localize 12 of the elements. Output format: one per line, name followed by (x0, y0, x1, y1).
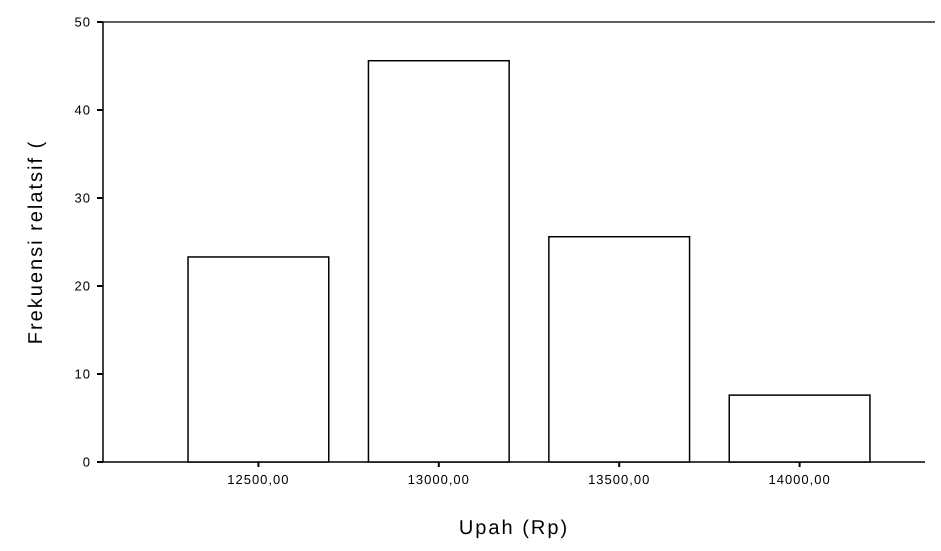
x-tick-label: 12500,00 (227, 472, 290, 487)
y-tick-label: 50 (74, 14, 91, 30)
y-tick-label: 10 (74, 366, 91, 382)
x-tick-label: 13500,00 (588, 472, 650, 487)
y-tick-label: 30 (74, 190, 91, 206)
x-tick-label: 13000,00 (408, 472, 470, 487)
x-tick-label: 14000,00 (768, 472, 831, 487)
y-tick-label: 40 (74, 102, 91, 118)
y-tick-label: 20 (74, 278, 91, 294)
y-axis-title: Frekuensi relatsif ( (25, 140, 47, 344)
x-axis-title: Upah (Rp) (458, 517, 570, 539)
y-tick-label: 0 (82, 454, 91, 470)
